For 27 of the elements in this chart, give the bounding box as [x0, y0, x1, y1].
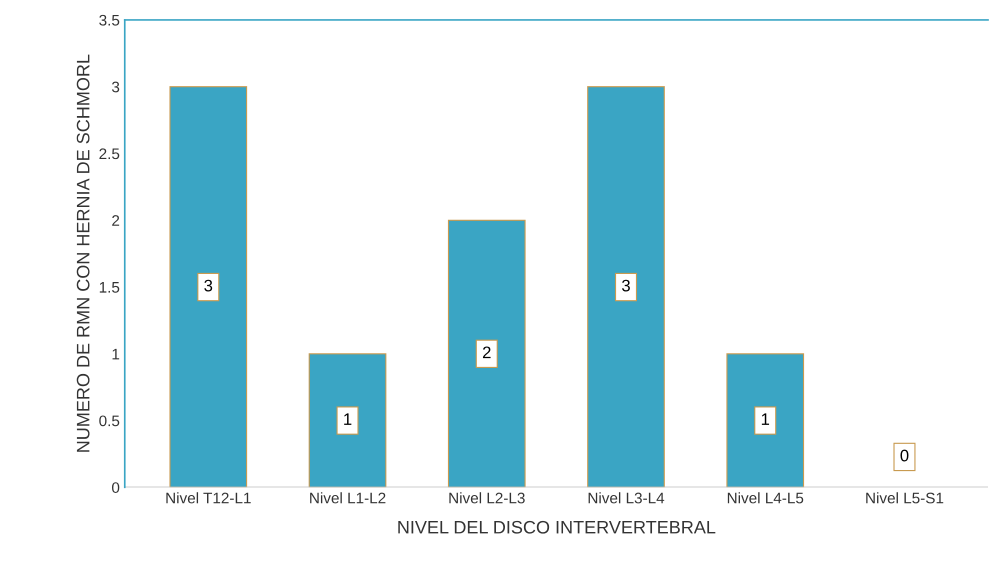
data-label: 1	[762, 413, 770, 425]
x-tick-label: Nivel L4-L5	[728, 492, 804, 504]
bar	[169, 86, 248, 488]
data-label: 3	[622, 280, 630, 292]
bar	[587, 86, 665, 488]
y-tick-label: 3.5	[99, 14, 120, 26]
data-label: 2	[482, 346, 491, 358]
x-tick-label: Nivel L2-L3	[449, 492, 525, 504]
x-tick-label: Nivel L1-L2	[310, 492, 386, 504]
y-tick-label: 2	[112, 215, 120, 226]
data-label: 0	[900, 450, 908, 462]
x-axis-title: NIVEL DEL DISCO INTERVERTEBRAL	[398, 520, 716, 534]
y-tick-label: 2.5	[99, 148, 120, 160]
y-tick-label: 3	[112, 82, 120, 92]
bar	[726, 353, 804, 488]
data-label: 1	[344, 413, 352, 425]
y-tick-label: 0	[112, 482, 120, 494]
x-tick-label: Nivel T12-L1	[166, 492, 251, 504]
y-axis-title: NUMERO DE RMN CON HERNIA DE SCHMORL	[76, 54, 90, 452]
x-tick-label: Nivel L5-S1	[866, 492, 944, 504]
bar	[308, 353, 386, 488]
y-tick-label: 0.5	[99, 415, 120, 426]
data-label: 3	[204, 280, 212, 292]
y-tick-label: 1	[112, 348, 120, 360]
y-tick-label: 1.5	[100, 282, 120, 293]
bar	[448, 220, 526, 488]
x-tick-label: Nivel L3-L4	[588, 492, 664, 504]
